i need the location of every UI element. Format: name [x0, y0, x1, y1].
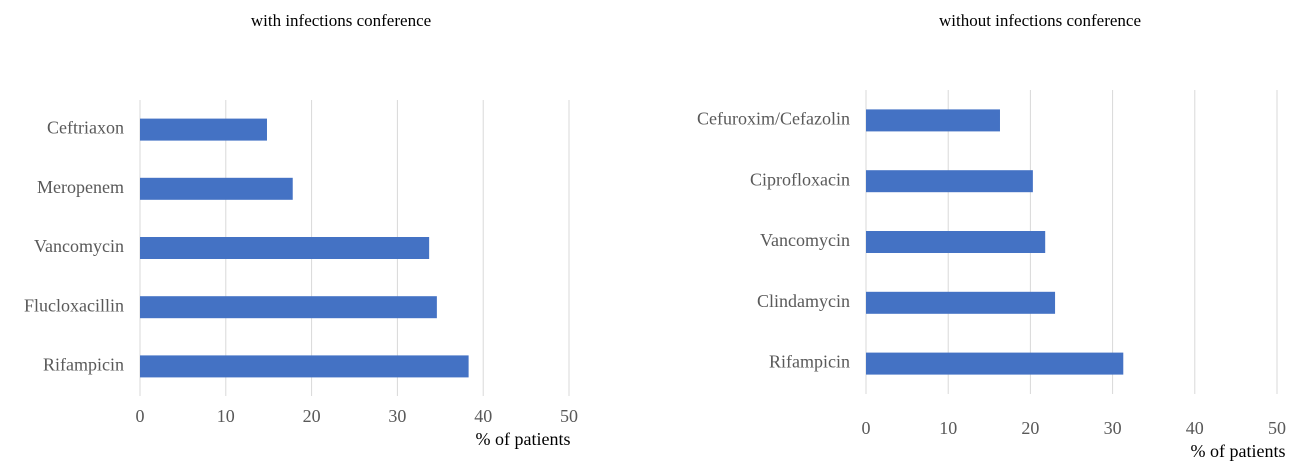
- x-tick-label: 20: [1021, 418, 1039, 438]
- y-tick-label: Flucloxacillin: [24, 295, 124, 315]
- y-tick-label: Meropenem: [37, 177, 124, 197]
- x-tick-label: 0: [136, 406, 145, 426]
- y-tick-label: Clindamycin: [757, 291, 850, 311]
- x-tick-label: 20: [303, 406, 321, 426]
- y-tick-label: Rifampicin: [43, 355, 124, 375]
- x-tick-label: 30: [388, 406, 406, 426]
- x-tick-label: 40: [474, 406, 492, 426]
- bar: [140, 118, 267, 141]
- x-tick-label: 0: [862, 418, 871, 438]
- y-tick-label: Rifampicin: [769, 352, 850, 372]
- x-tick-label: 40: [1186, 418, 1204, 438]
- bar: [866, 352, 1124, 375]
- bar: [866, 231, 1046, 253]
- y-tick-label: Ciprofloxacin: [750, 169, 850, 189]
- x-tick-label: 10: [217, 406, 235, 426]
- y-tick-label: Cefuroxim/Cefazolin: [697, 109, 850, 129]
- chart-title: with infections conference: [251, 11, 431, 30]
- bar: [140, 237, 430, 259]
- y-tick-label: Vancomycin: [34, 236, 124, 256]
- bar: [866, 109, 1000, 132]
- x-axis-title: % of patients: [476, 429, 571, 449]
- x-tick-label: 50: [560, 406, 578, 426]
- chart-title: without infections conference: [939, 11, 1141, 30]
- bar: [866, 291, 1056, 314]
- bar: [140, 355, 469, 378]
- x-tick-label: 10: [939, 418, 957, 438]
- bar: [140, 177, 293, 200]
- bar: [866, 170, 1033, 193]
- x-tick-label: 50: [1268, 418, 1286, 438]
- y-tick-label: Vancomycin: [760, 230, 850, 250]
- x-axis-title: % of patients: [1191, 441, 1286, 461]
- bar: [140, 296, 437, 319]
- y-tick-label: Ceftriaxon: [47, 118, 124, 138]
- x-tick-label: 30: [1104, 418, 1122, 438]
